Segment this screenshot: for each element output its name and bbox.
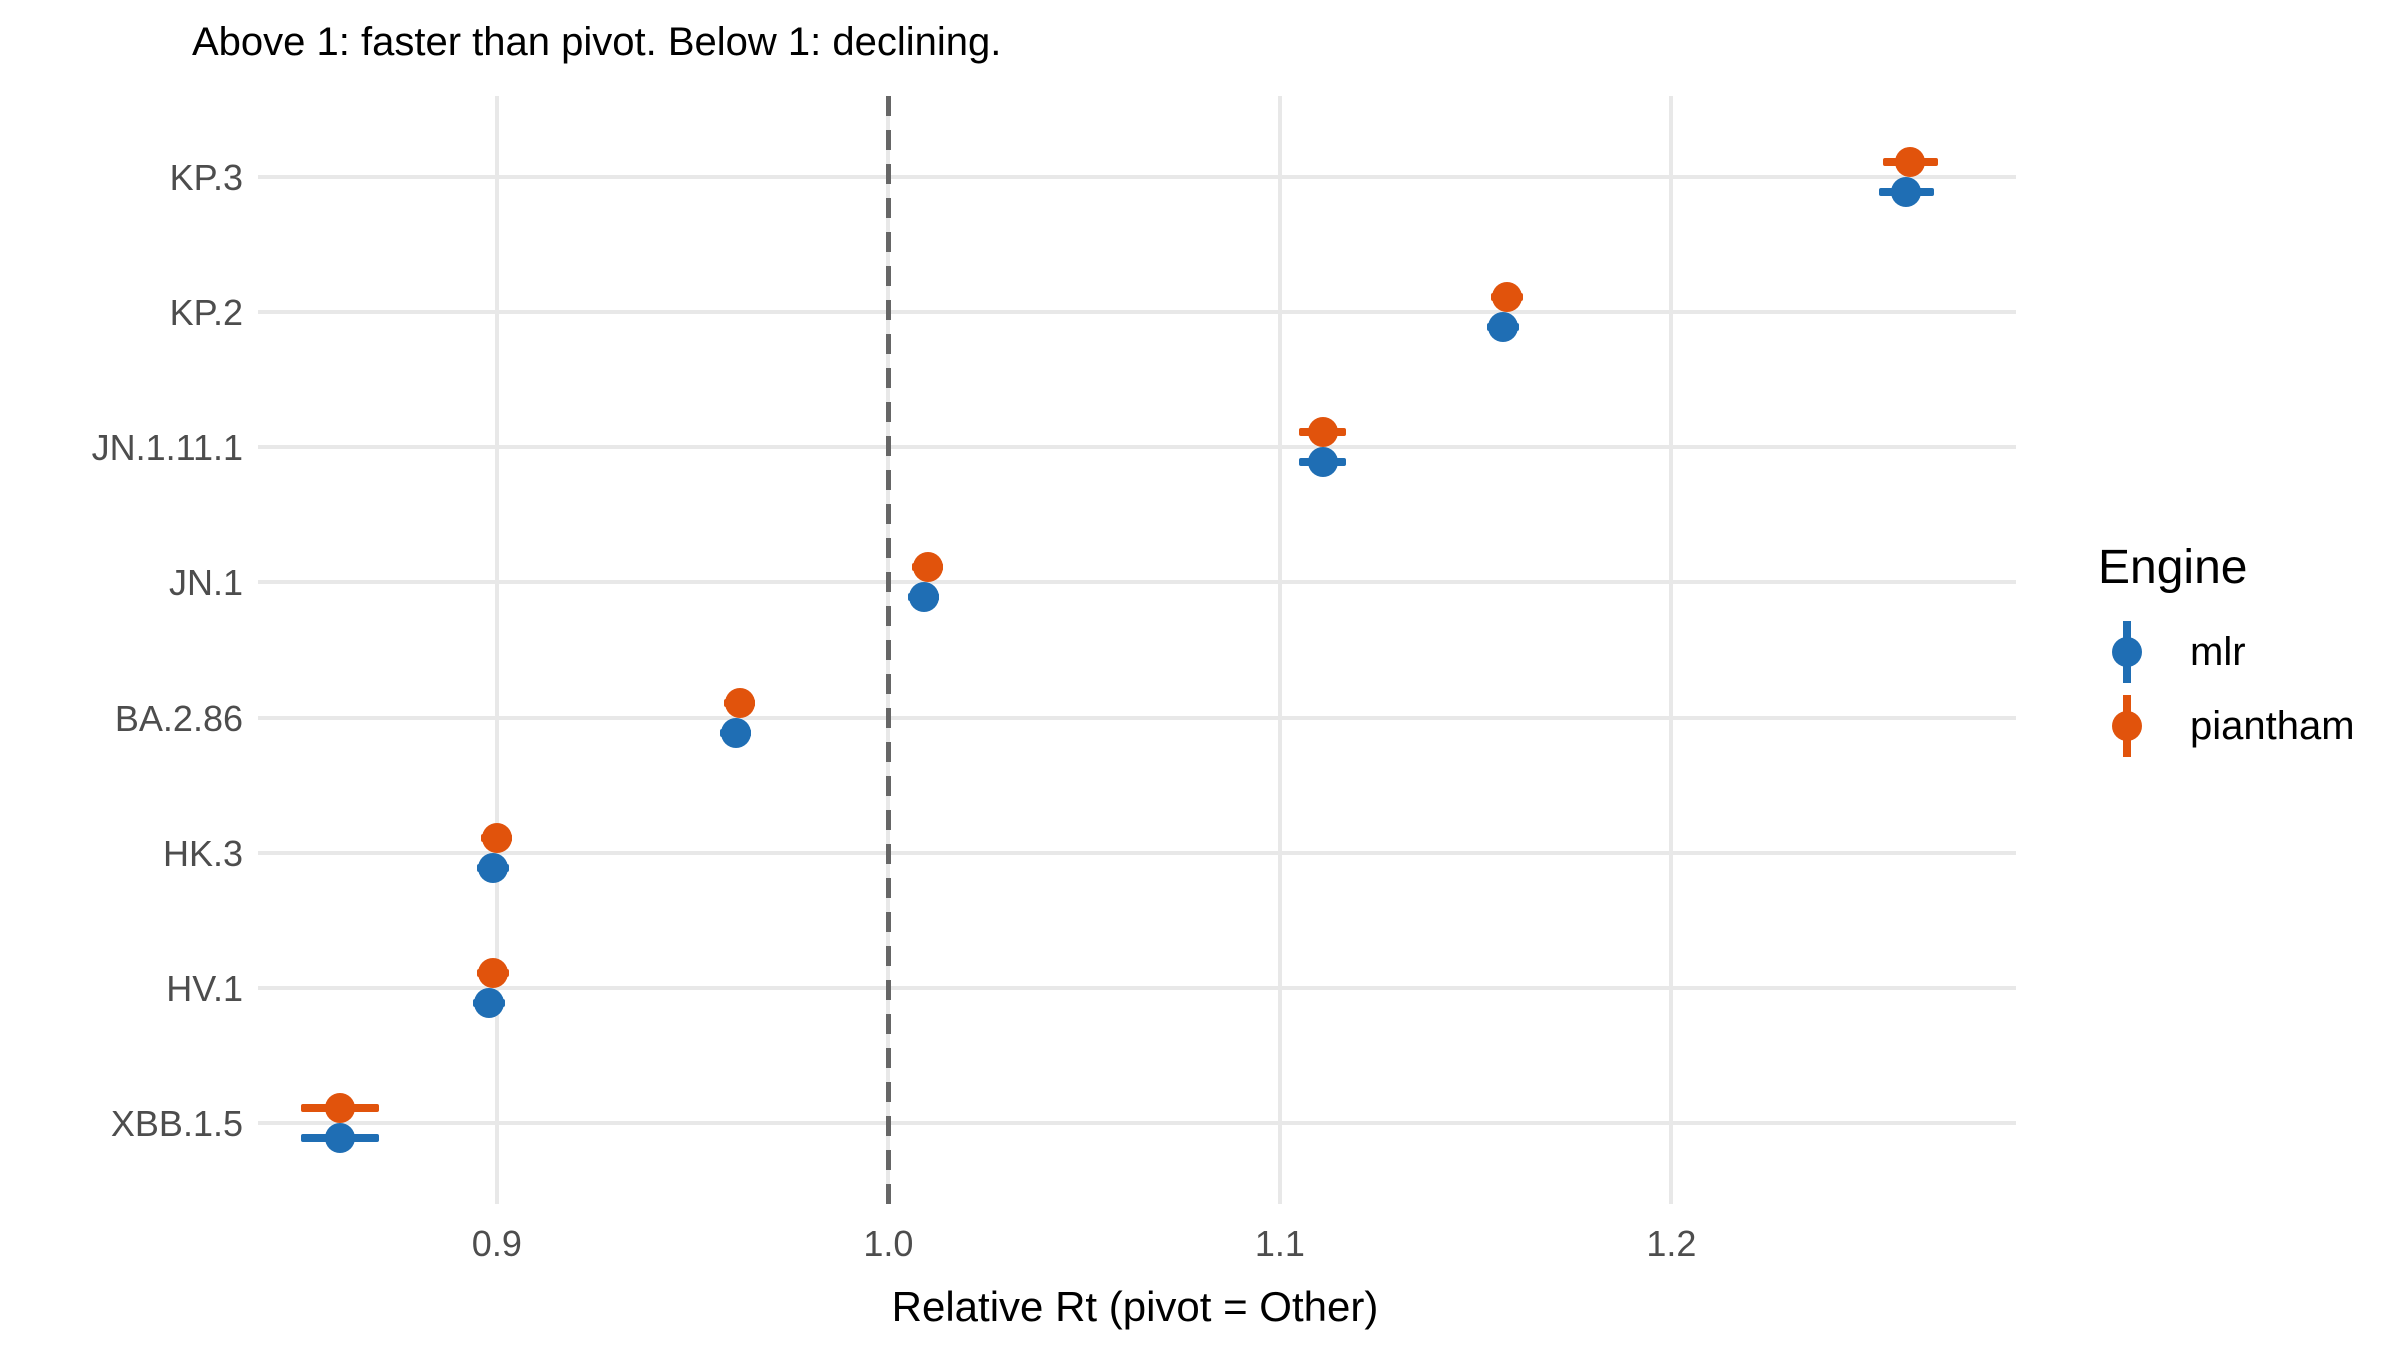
point-piantham-kp-3 bbox=[1895, 147, 1926, 178]
h-gridline-ba-2-86 bbox=[258, 715, 2016, 720]
point-piantham-kp-2 bbox=[1492, 282, 1522, 313]
h-gridline-hv-1 bbox=[258, 985, 2016, 990]
x-tick-label-1.1: 1.1 bbox=[1254, 1223, 1305, 1264]
y-tick-label-jn-1-11-1: JN.1.11.1 bbox=[91, 427, 243, 469]
point-mlr-jn-1 bbox=[908, 582, 939, 613]
point-mlr-kp-2 bbox=[1488, 312, 1519, 343]
reference-line bbox=[886, 96, 892, 1204]
legend-label-piantham: piantham bbox=[2190, 703, 2355, 748]
y-tick-label-xbb-1-5: XBB.1.5 bbox=[110, 1102, 243, 1144]
legend-items: mlr piantham bbox=[2098, 621, 2355, 757]
point-piantham-hk-3 bbox=[481, 822, 512, 853]
y-tick-label-kp-3: KP.3 bbox=[169, 157, 243, 199]
legend-point-dot bbox=[2112, 637, 2142, 667]
point-mlr-xbb-1-5 bbox=[325, 1122, 356, 1153]
y-tick-label-hv-1: HV.1 bbox=[166, 967, 243, 1009]
point-piantham-jn-1 bbox=[912, 552, 943, 583]
chart-title: Above 1: faster than pivot. Below 1: dec… bbox=[192, 20, 1002, 64]
h-gridline-kp-3 bbox=[258, 175, 2016, 180]
y-tick-label-jn-1: JN.1 bbox=[168, 562, 243, 604]
point-mlr-ba-2-86 bbox=[720, 717, 751, 748]
plot-panel bbox=[258, 96, 2016, 1204]
legend-title: Engine bbox=[2098, 541, 2248, 594]
x-axis-title: Relative Rt (pivot = Other) bbox=[891, 1283, 1379, 1330]
legend-label-mlr: mlr bbox=[2190, 629, 2246, 674]
legend-point-dot bbox=[2112, 711, 2142, 741]
point-piantham-hv-1 bbox=[477, 957, 508, 988]
point-piantham-jn-1-11-1 bbox=[1307, 417, 1338, 448]
point-piantham-ba-2-86 bbox=[724, 687, 755, 718]
x-tick-label-1.2: 1.2 bbox=[1646, 1223, 1697, 1264]
y-tick-label-hk-3: HK.3 bbox=[162, 832, 243, 874]
point-mlr-kp-3 bbox=[1891, 177, 1922, 208]
point-piantham-xbb-1-5 bbox=[325, 1092, 356, 1123]
v-gridline-0.9 bbox=[494, 96, 499, 1204]
legend: Engine mlr piantham bbox=[2098, 540, 2355, 769]
v-gridline-1.1 bbox=[1277, 96, 1282, 1204]
h-gridline-jn-1 bbox=[258, 580, 2016, 585]
y-tick-label-kp-2: KP.2 bbox=[169, 292, 243, 334]
point-mlr-hk-3 bbox=[477, 852, 508, 883]
point-mlr-hv-1 bbox=[474, 987, 504, 1018]
h-gridline-jn-1-11-1 bbox=[258, 445, 2016, 450]
h-gridline-xbb-1-5 bbox=[258, 1120, 2016, 1125]
h-gridline-kp-2 bbox=[258, 310, 2016, 315]
legend-item-mlr: mlr bbox=[2098, 621, 2355, 683]
x-tick-label-1.0: 1.0 bbox=[863, 1223, 914, 1264]
point-mlr-jn-1-11-1 bbox=[1307, 447, 1338, 478]
y-tick-label-ba-2-86: BA.2.86 bbox=[114, 697, 243, 739]
v-gridline-1.2 bbox=[1669, 96, 1674, 1204]
x-tick-label-0.9: 0.9 bbox=[471, 1223, 522, 1264]
pointrange-icon bbox=[2112, 695, 2142, 757]
legend-item-piantham: piantham bbox=[2098, 695, 2355, 757]
h-gridline-hk-3 bbox=[258, 850, 2016, 855]
pointrange-icon bbox=[2112, 621, 2142, 683]
